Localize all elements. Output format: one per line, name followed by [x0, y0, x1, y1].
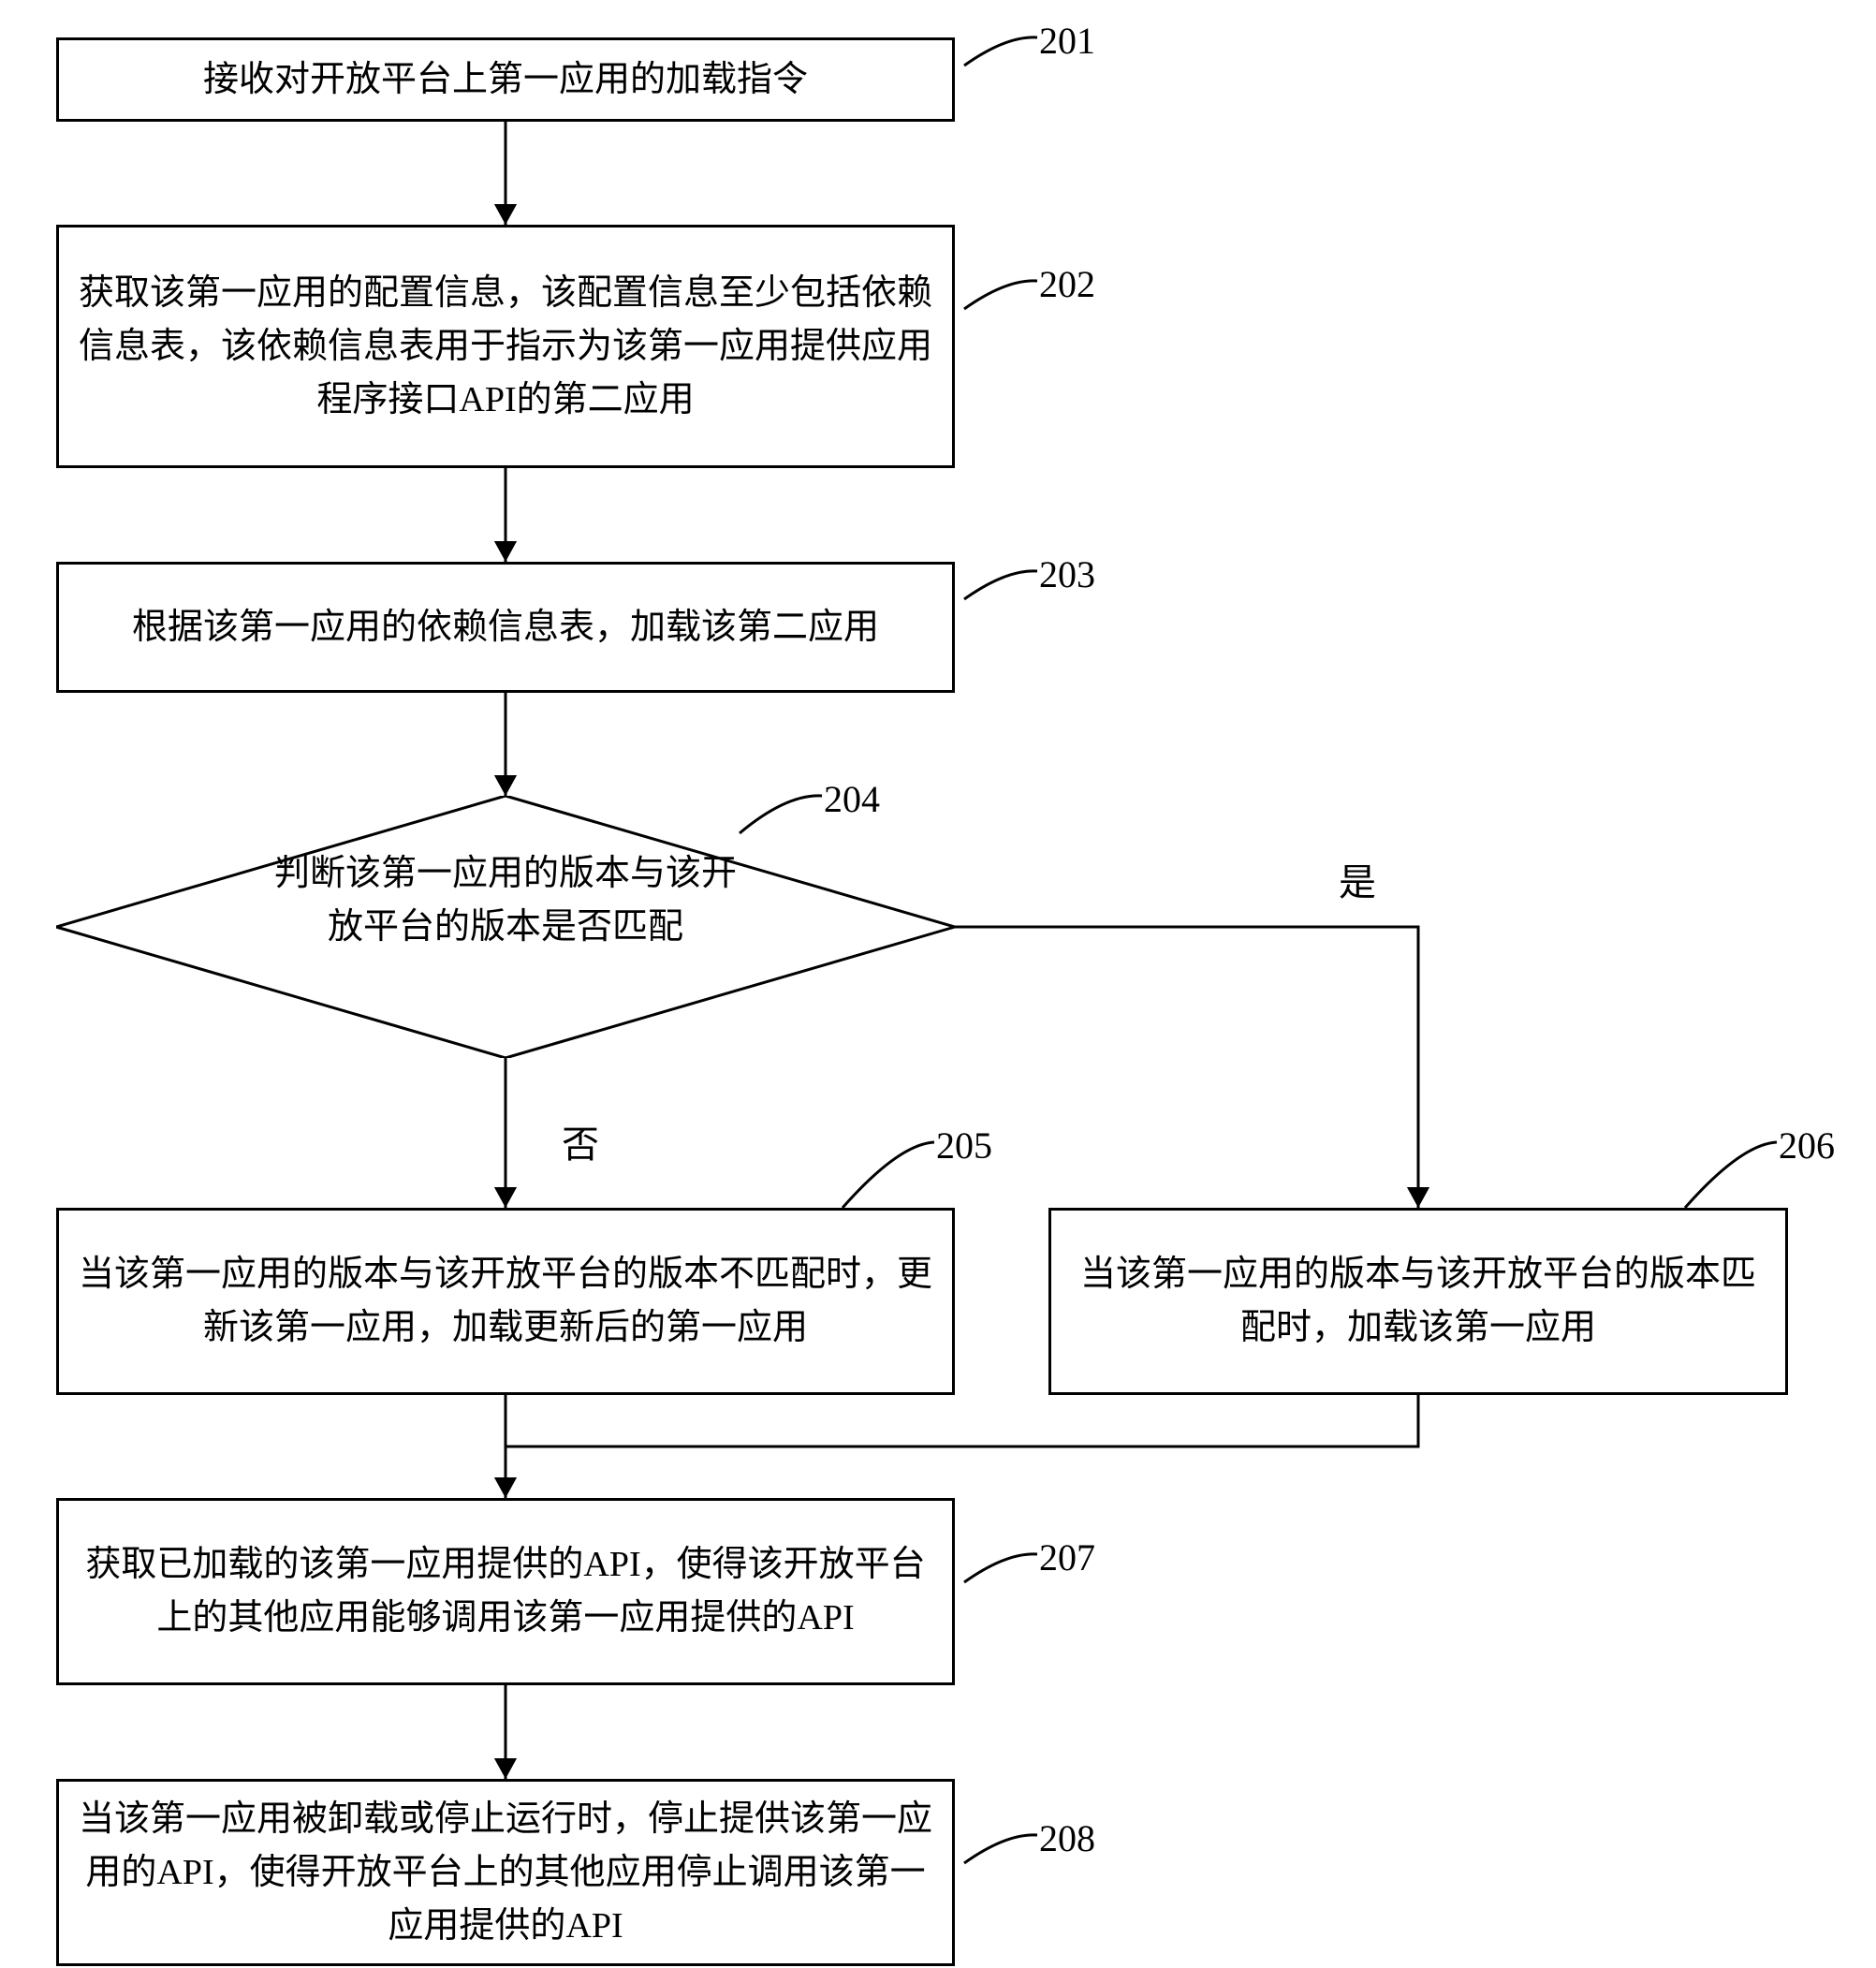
node-207-text: 获取已加载的该第一应用提供的API，使得该开放平台上的其他应用能够调用该第一应用…	[78, 1538, 933, 1645]
node-208-text: 当该第一应用被卸载或停止运行时，停止提供该第一应用的API，使得开放平台上的其他…	[78, 1793, 933, 1953]
branch-label-no: 否	[562, 1114, 599, 1168]
node-205: 当该第一应用的版本与该开放平台的版本不匹配时，更新该第一应用，加载更新后的第一应…	[56, 1208, 955, 1395]
node-207: 获取已加载的该第一应用提供的API，使得该开放平台上的其他应用能够调用该第一应用…	[56, 1498, 955, 1685]
node-206-text: 当该第一应用的版本与该开放平台的版本匹配时，加载该第一应用	[1070, 1248, 1766, 1355]
step-label-205: 205	[936, 1124, 992, 1168]
node-204-text: 判断该第一应用的版本与该开放平台的版本是否匹配	[271, 847, 740, 954]
branch-label-yes: 是	[1339, 852, 1376, 906]
node-201-text: 接收对开放平台上第一应用的加载指令	[203, 53, 808, 107]
step-label-201: 201	[1039, 19, 1095, 63]
node-202: 获取该第一应用的配置信息，该配置信息至少包括依赖信息表，该依赖信息表用于指示为该…	[56, 225, 955, 468]
step-label-206: 206	[1779, 1124, 1835, 1168]
node-205-text: 当该第一应用的版本与该开放平台的版本不匹配时，更新该第一应用，加载更新后的第一应…	[78, 1248, 933, 1355]
node-208: 当该第一应用被卸载或停止运行时，停止提供该第一应用的API，使得开放平台上的其他…	[56, 1779, 955, 1966]
step-label-202: 202	[1039, 262, 1095, 306]
node-201: 接收对开放平台上第一应用的加载指令	[56, 37, 955, 122]
step-label-204: 204	[824, 777, 880, 821]
node-206: 当该第一应用的版本与该开放平台的版本匹配时，加载该第一应用	[1048, 1208, 1788, 1395]
step-label-208: 208	[1039, 1816, 1095, 1860]
node-202-text: 获取该第一应用的配置信息，该配置信息至少包括依赖信息表，该依赖信息表用于指示为该…	[78, 267, 933, 427]
node-203-text: 根据该第一应用的依赖信息表，加载该第二应用	[132, 601, 879, 654]
node-203: 根据该第一应用的依赖信息表，加载该第二应用	[56, 562, 955, 693]
step-label-207: 207	[1039, 1535, 1095, 1579]
step-label-203: 203	[1039, 552, 1095, 596]
